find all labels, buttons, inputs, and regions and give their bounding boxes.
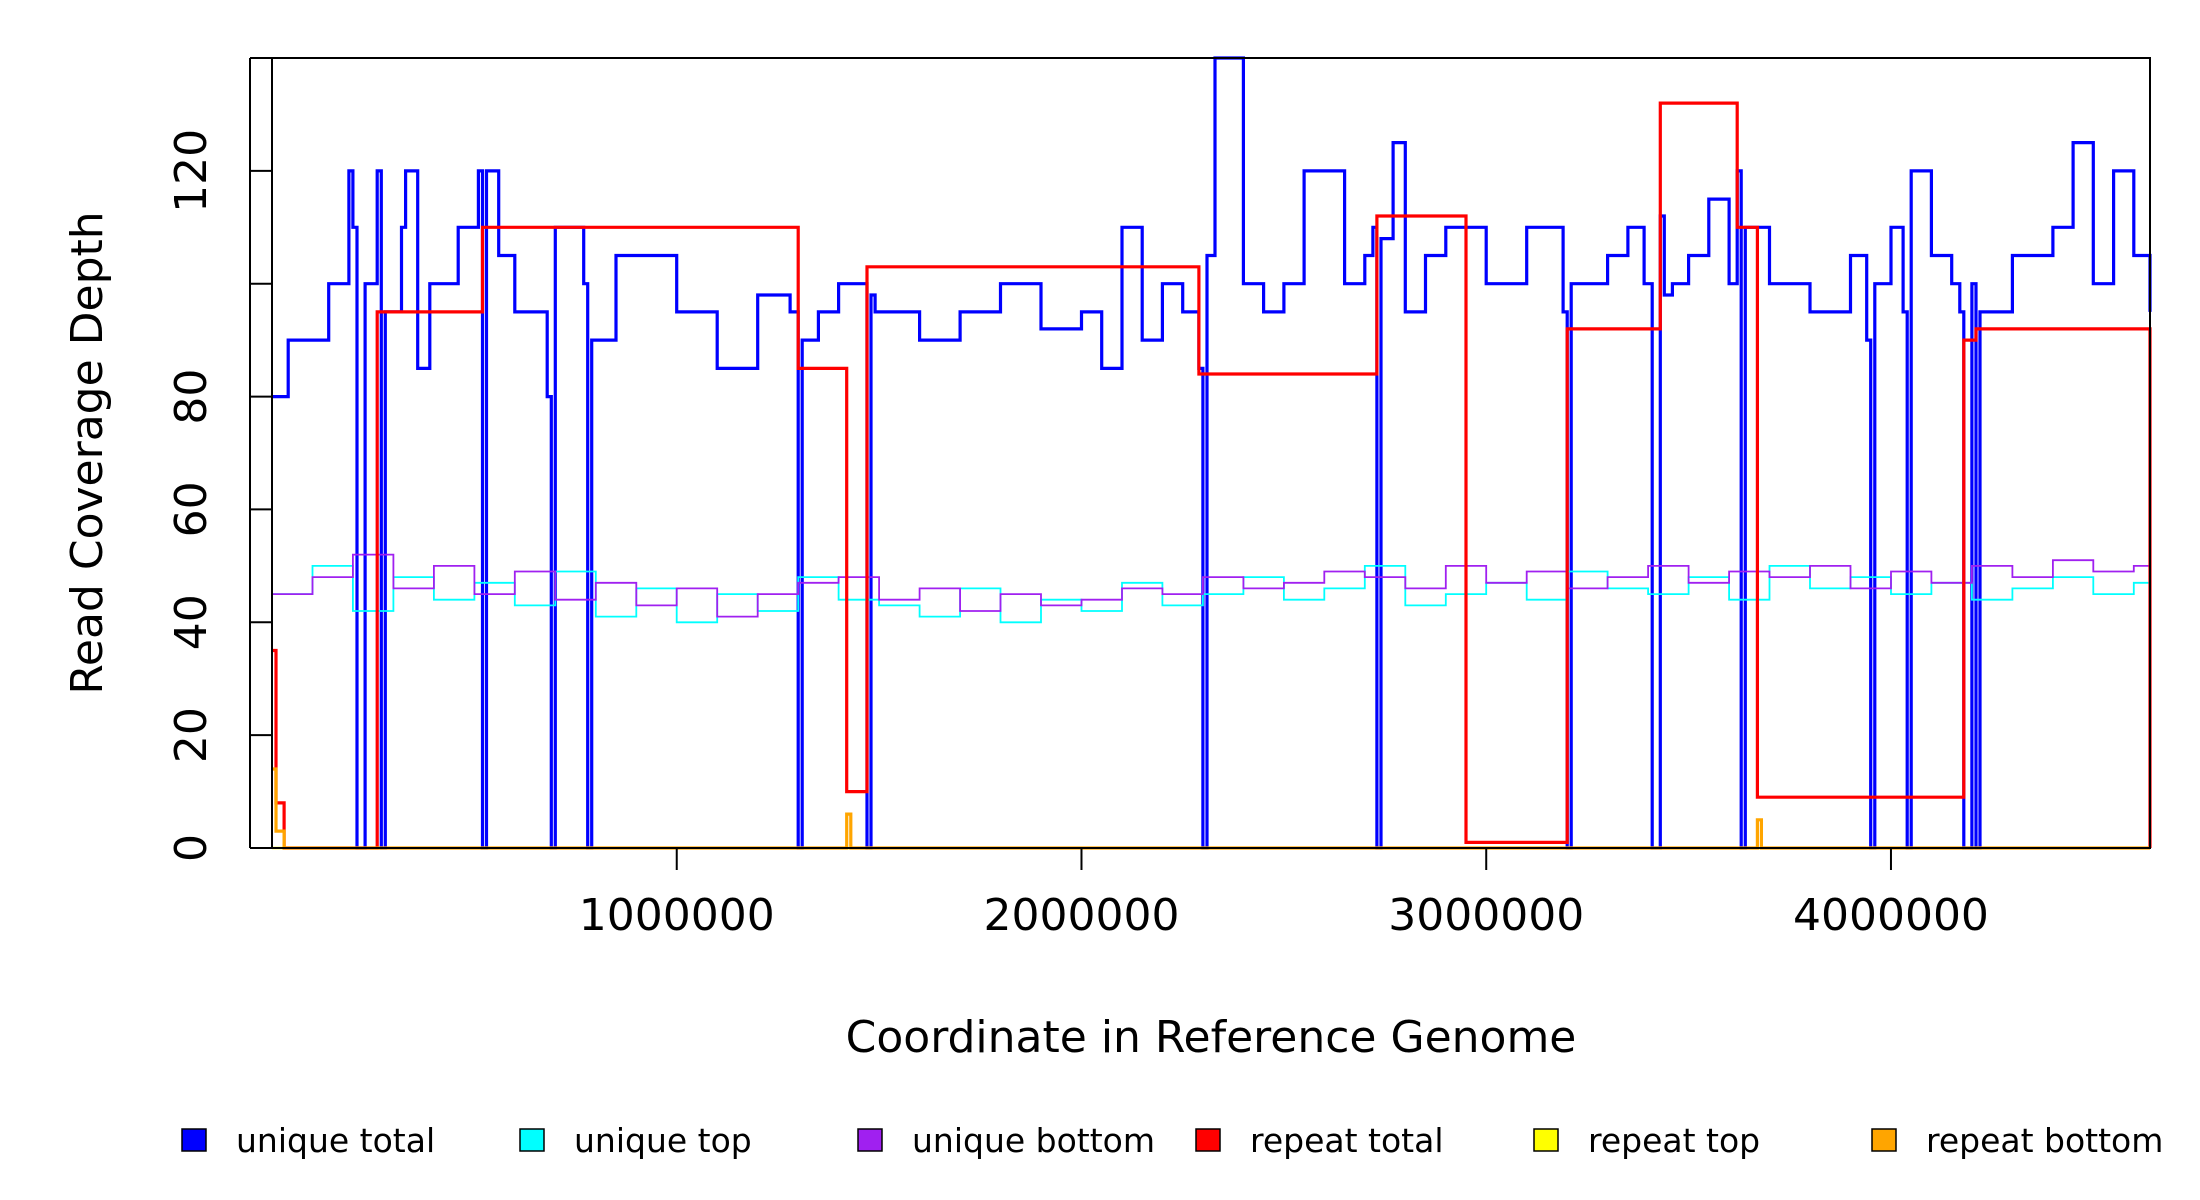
y-axis: 0 20 40 60 80 120: [166, 57, 272, 862]
x-axis-title: Coordinate in Reference Genome: [846, 1012, 1577, 1063]
series-repeat-total-line: [272, 101, 2152, 850]
x-tick-label: 3000000: [1388, 890, 1584, 941]
legend-swatch-unique-total: [181, 1128, 207, 1152]
legend-swatch-unique-top: [519, 1128, 545, 1152]
legend-label-unique-total: unique total: [236, 1121, 435, 1160]
y-tick-label: 0: [166, 834, 217, 862]
legend-swatch-repeat-top: [1533, 1128, 1559, 1152]
legend: unique total unique top unique bottom repea…: [181, 1121, 2163, 1160]
legend-swatch-repeat-bottom: [1871, 1128, 1897, 1152]
y-tick-label: 120: [166, 129, 217, 213]
legend-label-repeat-total: repeat total: [1250, 1121, 1444, 1160]
x-tick-label: 2000000: [983, 890, 1179, 941]
legend-label-unique-top: unique top: [574, 1121, 752, 1160]
x-tick-label: 1000000: [579, 890, 775, 941]
x-axis: 1000000 2000000 3000000 4000000: [579, 848, 1989, 941]
y-axis-title: Read Coverage Depth: [62, 211, 113, 694]
y-tick-label: 80: [166, 369, 217, 425]
legend-swatch-repeat-total: [1195, 1128, 1221, 1152]
series-layer: [272, 56, 2152, 850]
y-tick-label: 20: [166, 707, 217, 763]
legend-label-unique-bottom: unique bottom: [912, 1121, 1155, 1160]
y-tick-label: 40: [166, 594, 217, 650]
y-tick-label: 60: [166, 481, 217, 537]
legend-label-repeat-top: repeat top: [1588, 1121, 1760, 1160]
legend-label-repeat-bottom: repeat bottom: [1926, 1121, 2163, 1160]
legend-swatch-unique-bottom: [857, 1128, 883, 1152]
series-unique-top-line: [272, 565, 2151, 624]
plot-frame: [271, 57, 2151, 849]
x-tick-label: 4000000: [1793, 890, 1989, 941]
series-unique-total-line: [272, 56, 2152, 850]
series-unique-bottom-line: [272, 553, 2151, 618]
series-repeat-bottom-line: [272, 767, 2150, 850]
